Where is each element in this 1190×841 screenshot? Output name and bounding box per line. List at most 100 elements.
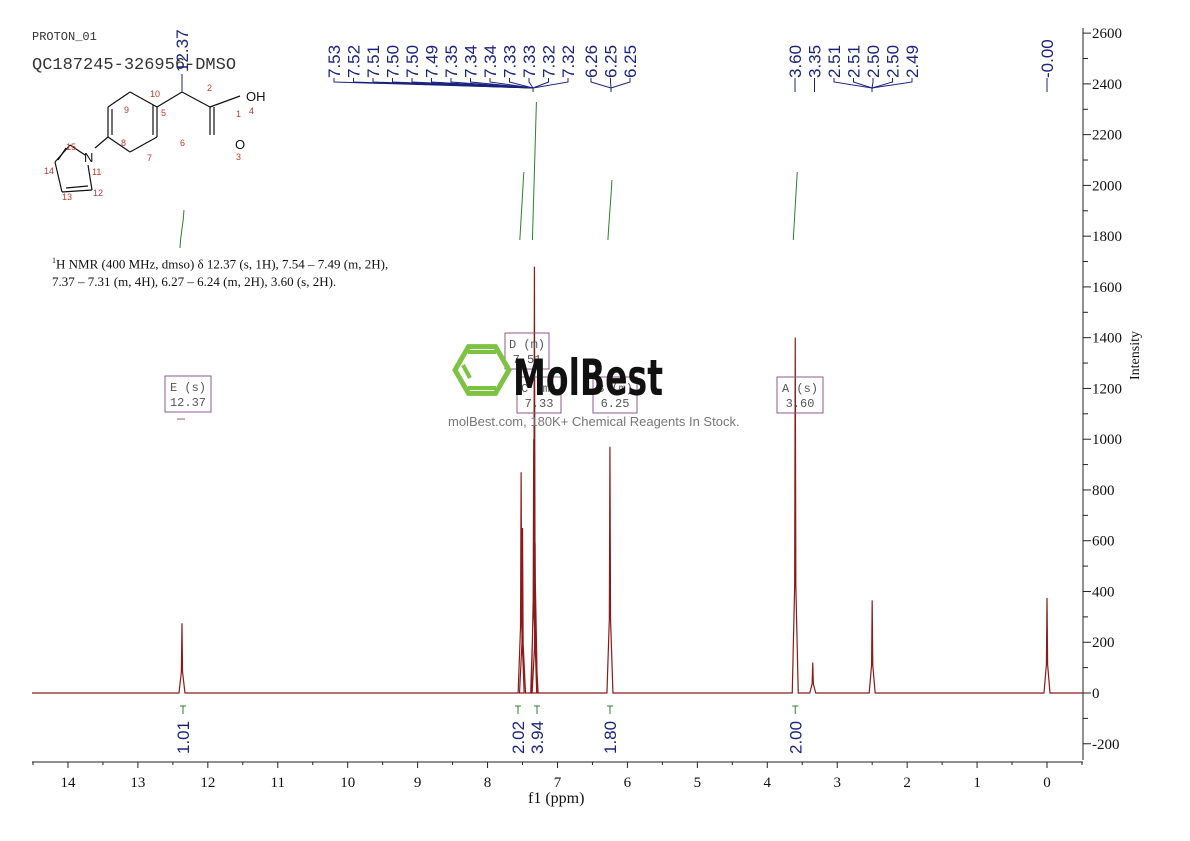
bond-line xyxy=(57,147,67,161)
y-tick-label: 1600 xyxy=(1092,280,1122,296)
spectrum-trace xyxy=(32,266,1083,694)
bond-line xyxy=(181,91,211,108)
bond-line xyxy=(107,136,131,153)
atom-label-o: O xyxy=(235,137,245,152)
multiplet-shift: 3.60 xyxy=(786,397,815,411)
peak-shift-label: 3.60 xyxy=(786,45,805,78)
nmr-description: 1H NMR (400 MHz, dmso) δ 12.37 (s, 1H), … xyxy=(52,256,389,290)
peak-shift-label-12-37: 12.37 xyxy=(173,29,192,72)
y-tick-label: 2000 xyxy=(1092,178,1122,194)
x-tick-label: 7 xyxy=(554,775,562,791)
peak-shift-label: 7.50 xyxy=(384,45,403,78)
integral-value: 2.00 xyxy=(786,721,805,754)
sample-id: QC187245-326956-DMSO xyxy=(32,56,237,75)
peak-shift-label: 7.52 xyxy=(345,45,364,78)
peak-shift-label: 7.32 xyxy=(540,45,559,78)
y-axis-label: Intensity xyxy=(1128,331,1143,380)
multiplet-label: E (s) xyxy=(170,381,206,395)
atom-number: 13 xyxy=(62,192,72,202)
y-tick-label: 600 xyxy=(1092,534,1115,550)
peak-shift-label: 2.51 xyxy=(845,45,864,78)
x-tick-label: 10 xyxy=(340,775,355,791)
atom-number: 5 xyxy=(161,108,166,118)
bond-line xyxy=(69,144,86,156)
connector-line xyxy=(853,78,873,92)
watermark-logo-hexagon xyxy=(452,344,512,396)
multiplet-shift: 12.37 xyxy=(170,396,206,410)
integral-curve xyxy=(531,101,537,241)
y-tick-label: 1800 xyxy=(1092,229,1122,245)
molecule-structure xyxy=(54,91,241,193)
y-tick-label: 200 xyxy=(1092,635,1115,651)
peak-shift-label: 2.49 xyxy=(903,45,922,78)
connector-line xyxy=(610,78,631,92)
x-tick-label: 14 xyxy=(60,775,76,791)
y-tick-label: 1400 xyxy=(1092,331,1122,347)
connector-line xyxy=(871,78,913,92)
x-tick-label: 1 xyxy=(973,775,981,791)
x-tick-label: 6 xyxy=(624,775,632,791)
watermark-brand: MolBest xyxy=(513,349,663,407)
bond-line xyxy=(87,164,93,191)
integral-curve xyxy=(179,209,185,249)
peak-shift-label: 7.34 xyxy=(481,45,500,78)
bond-line xyxy=(94,136,109,149)
peak-shift-label: 7.51 xyxy=(364,45,383,78)
atom-label-n: N xyxy=(84,150,93,165)
atom-number: 15 xyxy=(66,142,76,152)
peak-shift-label: 6.25 xyxy=(621,45,640,78)
x-tick-label: 9 xyxy=(414,775,422,791)
atom-number: 7 xyxy=(147,153,152,163)
peak-shift-label: 7.35 xyxy=(442,45,461,78)
y-tick-label: 400 xyxy=(1092,584,1115,600)
multiplet-shift: 6.25 xyxy=(601,397,630,411)
y-tick-label: 2400 xyxy=(1092,77,1122,93)
x-tick-label: 11 xyxy=(271,775,285,791)
atom-number: 14 xyxy=(44,166,54,176)
integral-value: 2.02 xyxy=(509,721,528,754)
peak-shift-label: 3.35 xyxy=(806,45,825,78)
peak-shift-label: -0.00 xyxy=(1038,39,1057,78)
bond-line xyxy=(107,91,131,108)
x-tick-label: 12 xyxy=(200,775,215,791)
peak-shift-label: 6.25 xyxy=(602,45,621,78)
atom-label-oh: OH xyxy=(246,89,266,104)
integral-value: 1.01 xyxy=(174,721,193,754)
multiplet-box xyxy=(504,332,550,370)
integral-curve xyxy=(519,171,525,241)
bond-line xyxy=(129,91,158,108)
integral-curve xyxy=(607,179,613,241)
atom-number: 1 xyxy=(236,109,241,119)
y-tick-label: 800 xyxy=(1092,483,1115,499)
y-tick-label: 1000 xyxy=(1092,432,1122,448)
x-tick-label: 4 xyxy=(764,775,772,791)
atom-number: 6 xyxy=(180,138,185,148)
peak-shift-label: 7.34 xyxy=(462,45,481,78)
x-tick-label: 3 xyxy=(833,775,841,791)
atom-number: 2 xyxy=(207,83,212,93)
multiplet-label: A (s) xyxy=(782,382,818,396)
multiplet-box xyxy=(164,375,212,413)
x-tick-label: 8 xyxy=(484,775,492,791)
x-axis-label: f1 (ppm) xyxy=(528,790,585,807)
peak-shift-label: 2.50 xyxy=(884,45,903,78)
bond-line xyxy=(65,185,89,189)
connector-line xyxy=(590,78,612,92)
peak-shift-label: 7.50 xyxy=(403,45,422,78)
atom-number: 9 xyxy=(124,105,129,115)
connector-line xyxy=(532,78,569,92)
atom-number: 10 xyxy=(150,89,160,99)
atom-number: 8 xyxy=(121,138,126,148)
x-tick-label: 0 xyxy=(1043,775,1051,791)
multiplet-box xyxy=(776,376,824,414)
peak-shift-label: 7.49 xyxy=(423,45,442,78)
watermark-tagline: molBest.com, 180K+ Chemical Reagents In … xyxy=(448,414,740,429)
y-tick-label: 0 xyxy=(1092,686,1100,702)
y-tick-label: 2200 xyxy=(1092,128,1122,144)
bond-line xyxy=(156,91,183,108)
peak-shift-label: 7.32 xyxy=(559,45,578,78)
multiplet-label: D (m) xyxy=(509,338,545,352)
multiplet-label: B (m) xyxy=(597,382,633,396)
integral-value: 3.94 xyxy=(528,721,547,754)
y-tick-label: 2600 xyxy=(1092,26,1122,42)
